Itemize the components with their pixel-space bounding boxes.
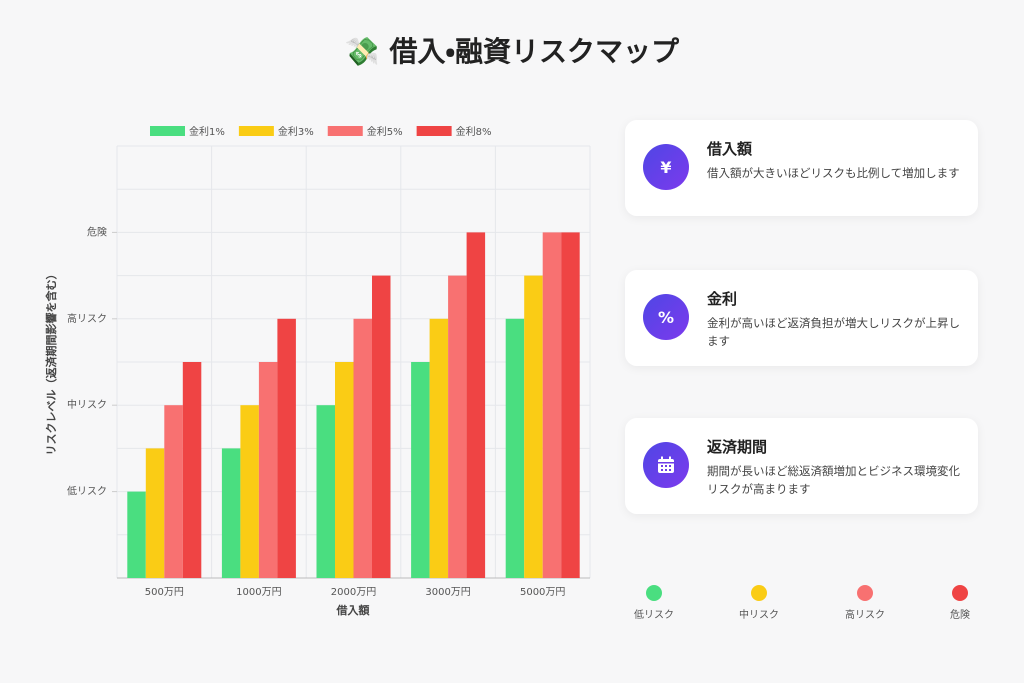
x-tick-label: 5000万円	[520, 587, 565, 598]
bar	[524, 275, 543, 578]
card-title: 金利	[707, 290, 738, 308]
info-card: % 金利 金利が高いほど返済負担が増大しリスクが上昇します	[625, 270, 978, 366]
bar	[542, 232, 562, 578]
page-title: 💸 借入・融資リスクマップ	[344, 35, 680, 68]
card-icon: ¥	[643, 144, 689, 190]
x-axis-label: 借入額	[336, 603, 371, 617]
bar	[258, 362, 278, 578]
legend-swatch	[238, 126, 274, 136]
risk-dot	[857, 585, 873, 601]
card-title: 借入額	[707, 140, 753, 158]
card-icon: %	[643, 294, 689, 340]
bar	[335, 362, 354, 578]
y-tick-label: 高リスク	[67, 312, 107, 325]
card-text: 借入額が大きいほどリスクも比例して増加します	[707, 166, 960, 180]
calendar-icon	[658, 456, 674, 473]
card-title: 返済期間	[707, 438, 768, 456]
x-tick-label: 3000万円	[425, 587, 470, 598]
bar	[277, 318, 296, 578]
bar	[448, 275, 467, 578]
risk-dot	[952, 585, 968, 601]
bar	[316, 405, 335, 578]
y-tick-label: 危険	[87, 226, 107, 238]
risk-label: 高リスク	[845, 608, 885, 621]
bar	[353, 318, 372, 578]
legend-swatch	[150, 126, 185, 136]
legend-swatch	[416, 126, 452, 136]
legend-label: 金利3%	[278, 125, 314, 138]
bar	[505, 318, 525, 578]
risk-dot	[646, 585, 662, 601]
x-tick-label: 1000万円	[236, 587, 281, 598]
bar	[127, 491, 146, 578]
bar	[466, 232, 486, 578]
bar	[429, 318, 449, 578]
legend-label: 金利1%	[189, 125, 225, 138]
risk-label: 低リスク	[634, 609, 674, 621]
y-tick-label: 中リスク	[67, 398, 107, 411]
bar	[411, 362, 430, 578]
bar	[372, 275, 391, 578]
x-tick-label: 2000万円	[331, 587, 376, 598]
card-text: 期間が長いほど総返済額増加とビジネス環境変化リスクが高まります	[707, 464, 960, 496]
info-card: 返済期間 期間が長いほど総返済額増加とビジネス環境変化リスクが高まります	[625, 418, 978, 514]
risk-label: 危険	[950, 609, 970, 621]
legend-label: 金利5%	[367, 125, 403, 138]
y-axis-label: リスクレベル（返済期間影響を含む）	[44, 269, 58, 456]
card-icon	[643, 442, 689, 488]
legend-swatch	[327, 126, 363, 136]
bar	[182, 362, 202, 578]
bar	[145, 448, 165, 578]
bar	[164, 405, 183, 578]
bar	[221, 448, 241, 578]
bar	[561, 232, 580, 578]
card-text: 金利が高いほど返済負担が増大しリスクが上昇します	[707, 316, 960, 348]
legend-label: 金利8%	[456, 125, 492, 138]
info-card: ¥ 借入額 借入額が大きいほどリスクも比例して増加します	[625, 120, 978, 216]
y-tick-label: 低リスク	[67, 486, 107, 498]
x-tick-label: 500万円	[145, 587, 184, 598]
risk-label: 中リスク	[739, 608, 779, 621]
risk-dot	[751, 585, 767, 601]
bar	[240, 405, 259, 578]
